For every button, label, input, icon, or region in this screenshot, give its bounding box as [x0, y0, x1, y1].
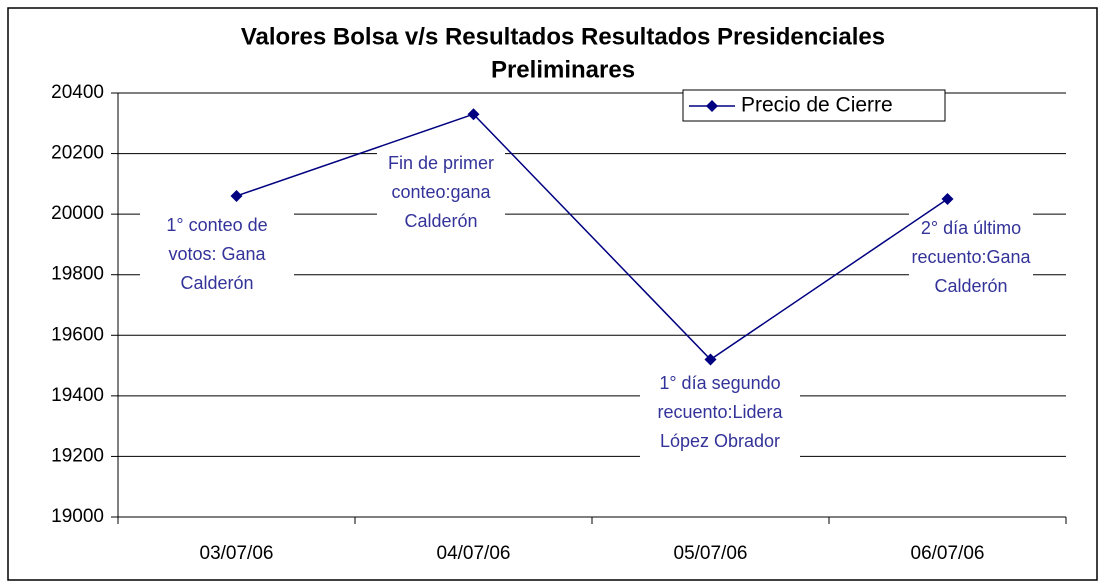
- annotation: Calderón: [404, 211, 477, 231]
- annotation: Calderón: [934, 276, 1007, 296]
- chart-title: Preliminares: [491, 56, 635, 83]
- annotation: Calderón: [180, 273, 253, 293]
- x-tick-label: 06/07/06: [911, 543, 985, 564]
- x-tick-label: 03/07/06: [200, 543, 274, 564]
- annotation: recuento:Lidera: [657, 402, 783, 422]
- legend-label: Precio de Cierre: [741, 94, 893, 117]
- annotation: recuento:Gana: [911, 247, 1031, 267]
- data-point: [704, 353, 717, 366]
- x-tick-label: 05/07/06: [674, 543, 748, 564]
- annotation-background: [377, 148, 505, 241]
- annotation: conteo:gana: [391, 182, 491, 202]
- annotation: 2° día último: [921, 218, 1021, 238]
- series-line: [236, 113, 948, 361]
- y-tick-label: 20200: [51, 143, 104, 164]
- y-tick-label: 19600: [51, 324, 104, 345]
- annotation: votos: Gana: [168, 244, 266, 264]
- y-tick-label: 19000: [51, 506, 104, 527]
- y-tick-label: 19400: [51, 385, 104, 406]
- data-point: [467, 108, 480, 121]
- annotation-background: [640, 368, 800, 461]
- chart-title: Valores Bolsa v/s Resultados Resultados …: [241, 23, 885, 50]
- y-tick-label: 20000: [51, 203, 104, 224]
- y-tick-label: 20400: [51, 82, 104, 103]
- y-tick-label: 19200: [51, 445, 104, 466]
- y-tick-label: 19800: [51, 264, 104, 285]
- annotation: López Obrador: [660, 431, 780, 451]
- annotation-background: [909, 213, 1033, 306]
- annotation-background: [140, 210, 294, 303]
- annotation: 1° conteo de: [166, 215, 267, 235]
- x-tick-label: 04/07/06: [437, 543, 511, 564]
- annotation: 1° día segundo: [659, 373, 780, 393]
- data-point: [230, 189, 243, 202]
- annotation: Fin de primer: [388, 153, 494, 173]
- data-point: [941, 193, 954, 205]
- legend-marker: [706, 100, 718, 112]
